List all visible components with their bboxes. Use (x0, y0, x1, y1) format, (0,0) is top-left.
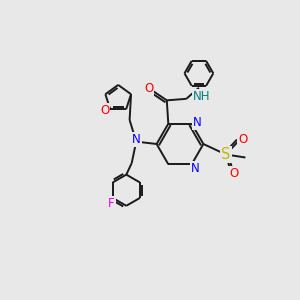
Text: O: O (144, 82, 153, 95)
Text: NH: NH (193, 90, 210, 103)
Text: F: F (108, 197, 115, 210)
Text: S: S (221, 147, 231, 162)
Text: O: O (238, 133, 247, 146)
Text: N: N (193, 116, 202, 129)
Text: N: N (132, 133, 141, 146)
Text: O: O (230, 167, 238, 180)
Text: O: O (100, 104, 110, 117)
Text: N: N (191, 162, 200, 175)
